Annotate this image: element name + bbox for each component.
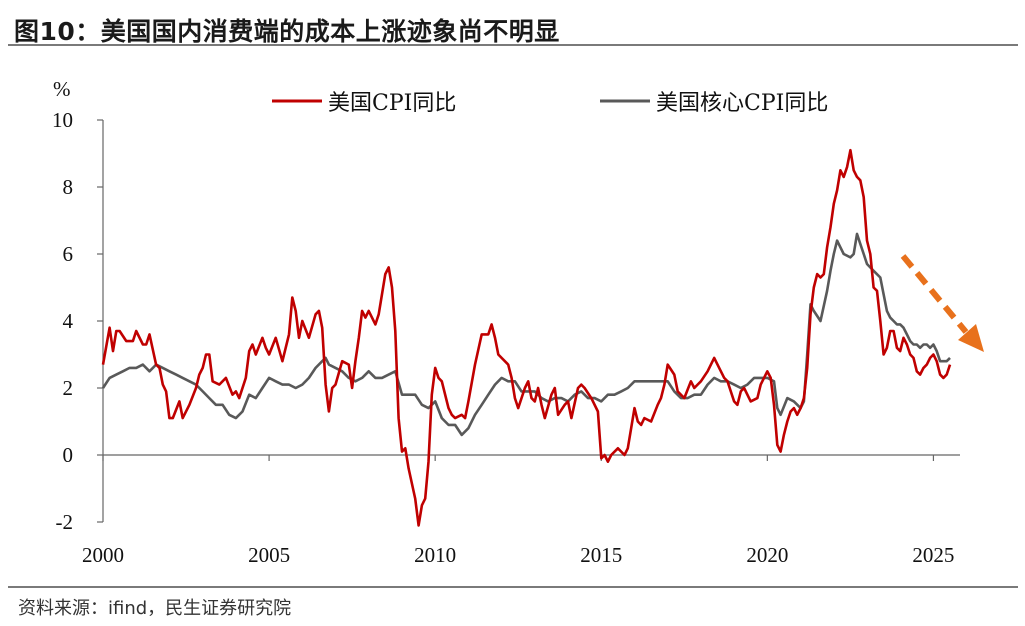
y-tick-label: 0 bbox=[63, 443, 74, 467]
y-tick-label: 2 bbox=[63, 376, 74, 400]
arrow-shaft bbox=[900, 254, 969, 334]
legend-label: 美国CPI同比 bbox=[328, 91, 456, 116]
x-tick-label: 2005 bbox=[248, 543, 290, 567]
chart-title: 图10：美国国内消费端的成本上涨迹象尚不明显 bbox=[14, 17, 560, 46]
y-axis-unit: % bbox=[53, 77, 71, 101]
axes: -2 0 2 4 6 8 10% 2000 2005 2010 2015 2020 2025 bbox=[52, 77, 960, 567]
legend-label: 美国核心CPI同比 bbox=[656, 91, 828, 116]
x-tick-label: 2020 bbox=[746, 543, 788, 567]
source-note: 资料来源：ifind，民生证券研究院 bbox=[18, 598, 292, 619]
y-tick-label: 6 bbox=[63, 242, 74, 266]
y-tick-label: 4 bbox=[63, 309, 74, 333]
x-tick-label: 2025 bbox=[912, 543, 954, 567]
trend-arrow-annotation bbox=[900, 254, 984, 352]
series-line-cpi bbox=[101, 148, 952, 527]
x-tick-label: 2015 bbox=[580, 543, 622, 567]
y-tick-label: 8 bbox=[63, 175, 74, 199]
x-tick-label: 2010 bbox=[414, 543, 456, 567]
line-chart: -2 0 2 4 6 8 10% 2000 2005 2010 2015 2020 2025 美国CPI… bbox=[52, 77, 984, 567]
y-tick-label: 10 bbox=[52, 108, 73, 132]
x-tick-label: 2000 bbox=[82, 543, 124, 567]
series-layer bbox=[101, 148, 952, 527]
y-tick-label: -2 bbox=[56, 510, 74, 534]
legend: 美国CPI同比 美国核心CPI同比 bbox=[272, 91, 828, 116]
top-divider bbox=[8, 44, 1018, 46]
bottom-divider bbox=[8, 586, 1018, 588]
arrow-head bbox=[958, 324, 984, 352]
series-line-core-cpi bbox=[101, 232, 951, 437]
